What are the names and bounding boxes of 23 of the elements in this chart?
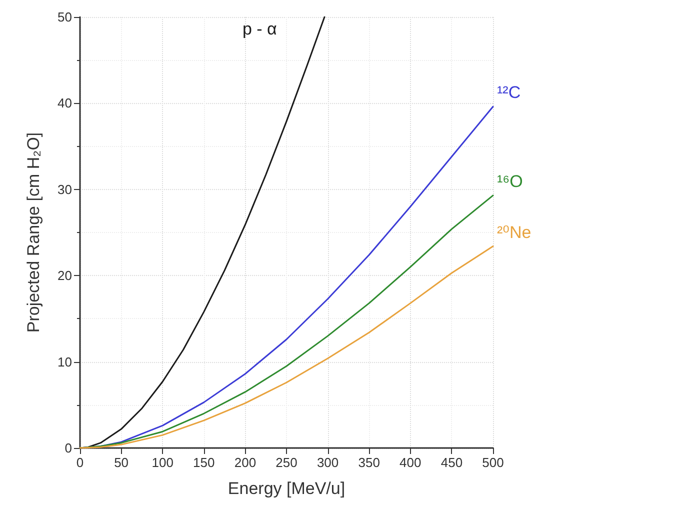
x-tick-label: 300: [316, 455, 339, 470]
y-tick-label: 20: [58, 268, 72, 284]
x-tick-label: 350: [358, 455, 380, 470]
x-tick-label: 450: [440, 455, 463, 470]
y-tick-label: 50: [58, 10, 72, 24]
x-tick-label: 200: [234, 455, 256, 470]
x-tick-label: 400: [400, 455, 422, 470]
y-tick-label: 40: [58, 96, 72, 111]
x-tick-label: 150: [193, 455, 215, 470]
text: p - α: [242, 20, 278, 38]
series-label: ¹⁶O: [497, 172, 523, 191]
series-label: ¹²C: [497, 83, 521, 102]
x-tick-label: 100: [152, 455, 174, 470]
y-tick-label: 0: [64, 440, 72, 456]
y-axis-title: Projected Range [cm H₂O]: [24, 132, 43, 333]
y-tick-label: 30: [58, 182, 72, 197]
x-tick-label: 250: [276, 455, 298, 470]
x-tick-label: 0: [76, 455, 84, 470]
y-tick-label: 10: [58, 354, 72, 370]
series-label: ²⁰Ne: [497, 222, 532, 242]
x-tick-label: 50: [114, 455, 129, 470]
x-axis-title: Energy [MeV/u]: [228, 479, 346, 498]
x-tick-label: 500: [482, 455, 504, 470]
